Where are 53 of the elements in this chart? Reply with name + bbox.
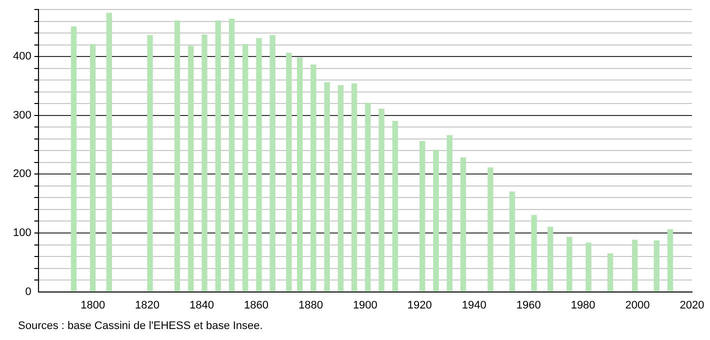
y-tick-label: 200 bbox=[12, 168, 32, 180]
bar bbox=[460, 157, 466, 292]
x-tick-label: 1860 bbox=[244, 299, 268, 312]
bar bbox=[586, 242, 592, 292]
bar bbox=[106, 12, 112, 292]
x-tick-label: 1940 bbox=[462, 299, 486, 312]
x-tick-label: 1920 bbox=[407, 299, 432, 312]
bar bbox=[338, 85, 344, 292]
x-tick-label: 1900 bbox=[352, 299, 378, 312]
bar bbox=[270, 35, 276, 292]
bar bbox=[433, 150, 439, 292]
bar bbox=[607, 253, 614, 292]
y-tick-label: 400 bbox=[12, 50, 32, 63]
bar bbox=[70, 26, 77, 292]
bar bbox=[202, 34, 208, 292]
bar bbox=[242, 44, 248, 292]
source-note: Sources : base Cassini de l'EHESS et base Insee. bbox=[18, 320, 263, 332]
bar bbox=[286, 52, 292, 292]
x-tick-label: 2000 bbox=[625, 299, 650, 312]
y-tick-label: 0 bbox=[25, 286, 32, 298]
bar bbox=[667, 229, 674, 292]
x-tick-label: 1960 bbox=[516, 299, 541, 312]
bar bbox=[215, 20, 221, 292]
bar bbox=[446, 135, 452, 292]
bar bbox=[632, 240, 638, 292]
bar bbox=[174, 20, 180, 292]
bar bbox=[531, 215, 537, 292]
bar bbox=[188, 46, 194, 292]
bar bbox=[548, 226, 554, 292]
y-tick-label: 300 bbox=[12, 109, 32, 122]
bar bbox=[90, 44, 96, 292]
bar bbox=[488, 167, 494, 292]
x-tick-label: 2020 bbox=[680, 299, 704, 312]
y-tick-label: 100 bbox=[12, 227, 32, 240]
bar bbox=[654, 240, 660, 292]
bar bbox=[378, 108, 384, 292]
bar bbox=[392, 120, 398, 292]
x-tick-label: 1980 bbox=[570, 299, 596, 312]
bar bbox=[509, 192, 516, 292]
bar bbox=[256, 38, 262, 292]
bar bbox=[228, 18, 235, 292]
bar bbox=[147, 35, 153, 292]
bar bbox=[365, 102, 371, 292]
x-tick-label: 1800 bbox=[80, 299, 106, 312]
x-tick-label: 1820 bbox=[135, 299, 160, 312]
bar bbox=[420, 140, 426, 292]
bar bbox=[351, 83, 358, 292]
bar bbox=[566, 236, 572, 292]
x-tick-label: 1880 bbox=[298, 299, 323, 312]
x-tick-label: 1840 bbox=[190, 299, 214, 312]
bar bbox=[310, 64, 316, 292]
bar bbox=[324, 82, 330, 292]
bar bbox=[296, 57, 303, 292]
